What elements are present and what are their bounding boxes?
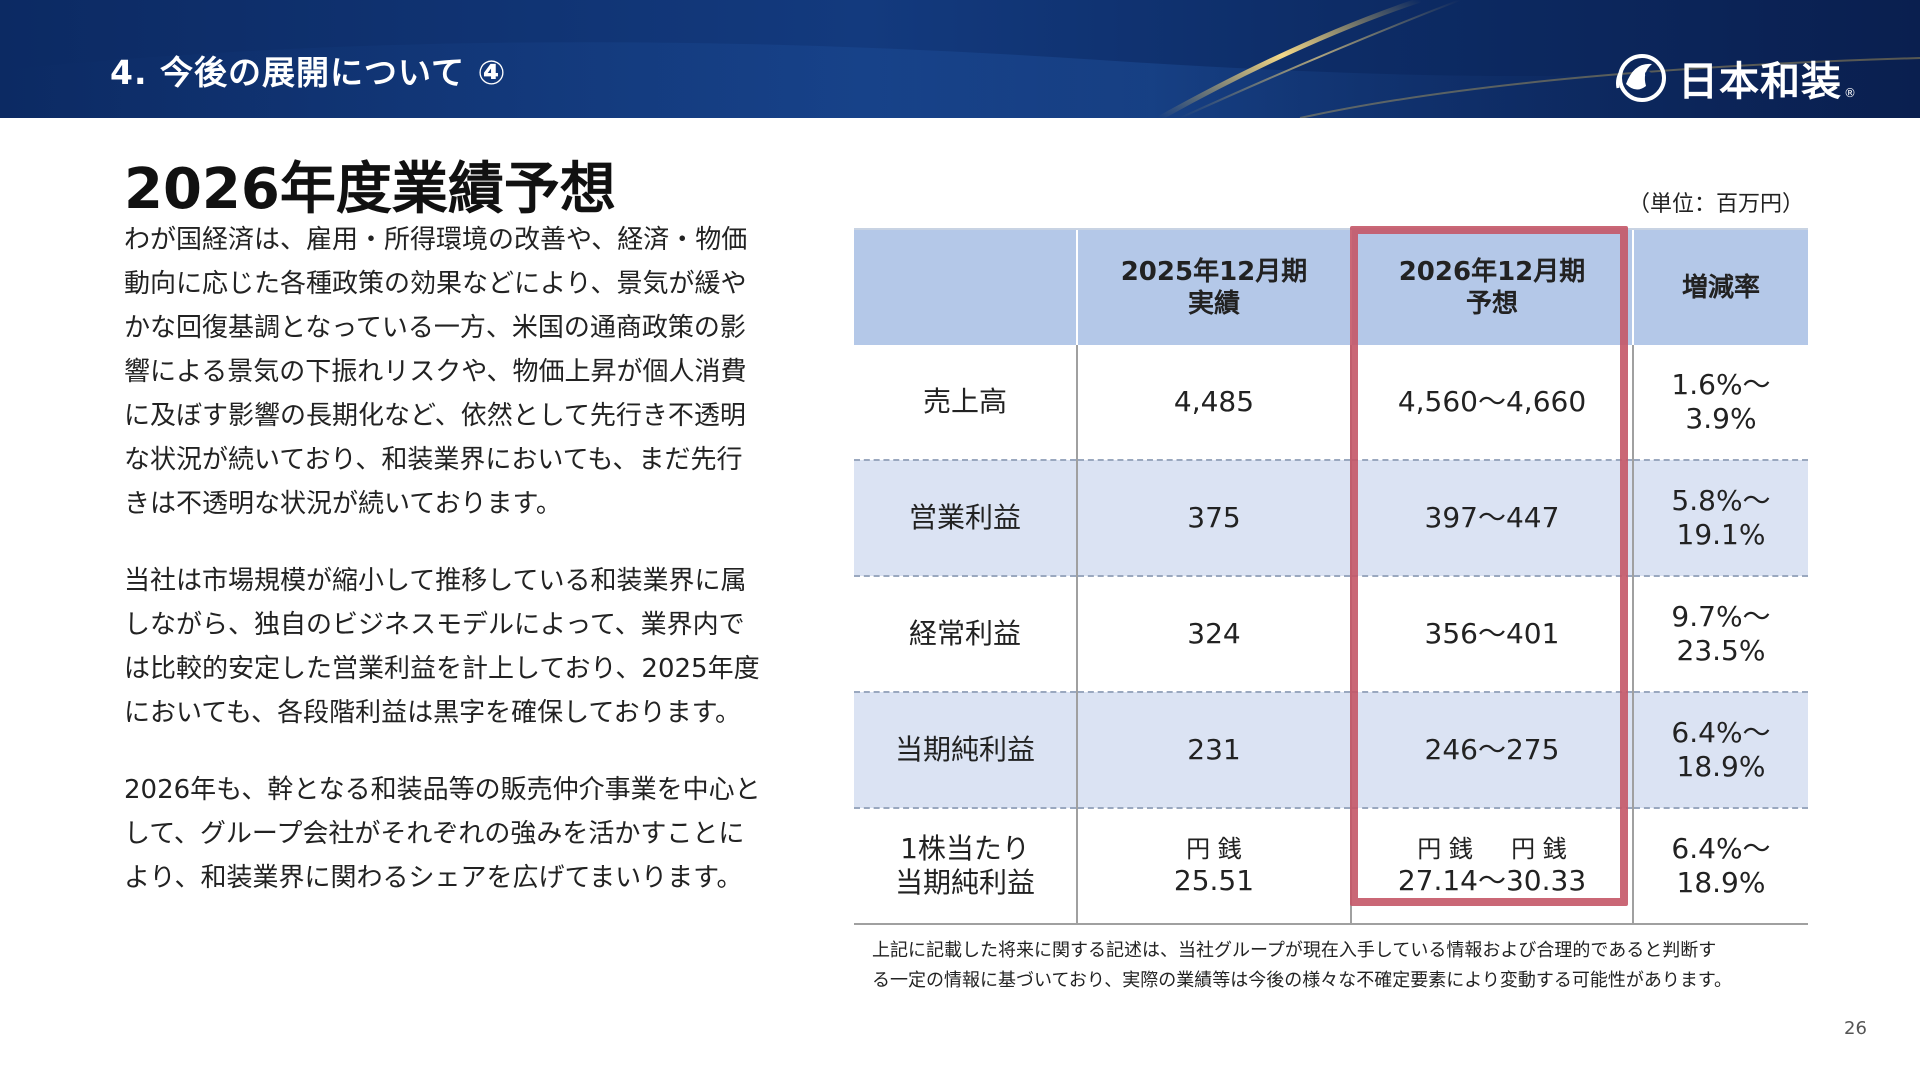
rate-value: 1.6%〜 3.9%	[1632, 345, 1808, 460]
forecast-unit: 円 銭 円 銭	[1417, 835, 1567, 863]
row-label: 1株当たり 当期純利益	[854, 807, 1077, 925]
footnote-line-2: る一定の情報に基づいており、実際の業績等は今後の様々な不確定要素により変動する可…	[872, 970, 1733, 991]
paragraph-company: 当社は市場規模が縮小して推移している和装業界に属しながら、独自のビジネスモデルに…	[124, 566, 760, 728]
rate-value: 9.7%〜 23.5%	[1632, 575, 1808, 692]
table-row: 営業利益 375 397〜447 5.8%〜 19.1%	[854, 459, 1808, 576]
actual-value: 231	[1076, 691, 1351, 808]
forecast-number: 27.14〜30.33	[1397, 864, 1587, 897]
forecast-value: 4,560〜4,660	[1350, 345, 1633, 460]
paragraph-outlook: 2026年も、幹となる和装品等の販売仲介事業を中心として、グループ会社がそれぞれ…	[124, 775, 761, 893]
row-label: 経常利益	[854, 575, 1077, 692]
body-text: わが国経済は、雇用・所得環境の改善や、経済・物価動向に応じた各種政策の効果などに…	[124, 218, 764, 933]
header-banner: 4. 今後の展開について ④ 日本和装 ®	[0, 0, 1920, 118]
rate-value: 5.8%〜 19.1%	[1632, 459, 1808, 576]
unit-label: （単位：百万円）	[1628, 192, 1805, 217]
footnote-line-1: 上記に記載した将来に関する記述は、当社グループが現在入手している情報および合理的…	[872, 940, 1717, 961]
forecast-value: 356〜401	[1350, 575, 1633, 692]
row-label: 営業利益	[854, 459, 1077, 576]
registered-mark: ®	[1844, 86, 1856, 100]
table-row: 経常利益 324 356〜401 9.7%〜 23.5%	[854, 575, 1808, 692]
actual-value: 4,485	[1076, 345, 1351, 460]
paragraph-economy: わが国経済は、雇用・所得環境の改善や、経済・物価動向に応じた各種政策の効果などに…	[124, 225, 748, 519]
page-title: 2026年度業績予想	[124, 157, 616, 222]
rate-value: 6.4%〜 18.9%	[1632, 807, 1808, 925]
forecast-value: 397〜447	[1350, 459, 1633, 576]
table-row: 売上高 4,485 4,560〜4,660 1.6%〜 3.9%	[854, 345, 1808, 460]
header-blank	[854, 228, 1077, 345]
forecast-table-wrapper: 2025年12月期 実績 2026年12月期 予想 増減率 売上高 4,485 4,…	[854, 228, 1808, 925]
row-label: 当期純利益	[854, 691, 1077, 808]
gold-swoosh-decoration	[0, 0, 1920, 118]
actual-value: 375	[1076, 459, 1351, 576]
rate-value: 6.4%〜 18.9%	[1632, 691, 1808, 808]
logo-text: 日本和装	[1678, 59, 1842, 105]
logo-mark-icon	[1616, 54, 1666, 102]
actual-unit: 円 銭	[1186, 835, 1242, 863]
header-actual: 2025年12月期 実績	[1076, 228, 1351, 345]
header-rate: 増減率	[1632, 228, 1808, 345]
table-row: 当期純利益 231 246〜275 6.4%〜 18.9%	[854, 691, 1808, 808]
section-title: 4. 今後の展開について ④	[110, 53, 507, 92]
forecast-value: 円 銭 円 銭 27.14〜30.33	[1350, 807, 1633, 925]
page-number: 26	[1844, 1018, 1867, 1039]
forecast-table: 2025年12月期 実績 2026年12月期 予想 増減率 売上高 4,485 4,…	[854, 228, 1808, 925]
table-row: 1株当たり 当期純利益 円 銭 25.51 円 銭 円 銭 27.14〜30.33…	[854, 807, 1808, 925]
forecast-value: 246〜275	[1350, 691, 1633, 808]
header-forecast: 2026年12月期 予想	[1350, 228, 1633, 345]
actual-value: 324	[1076, 575, 1351, 692]
company-logo: 日本和装 ®	[1612, 50, 1856, 106]
actual-value: 円 銭 25.51	[1076, 807, 1351, 925]
table-header-row: 2025年12月期 実績 2026年12月期 予想 増減率	[854, 228, 1808, 345]
actual-number: 25.51	[1173, 864, 1255, 897]
footnote: 上記に記載した将来に関する記述は、当社グループが現在入手している情報および合理的…	[872, 936, 1832, 996]
row-label: 売上高	[922, 385, 1007, 418]
